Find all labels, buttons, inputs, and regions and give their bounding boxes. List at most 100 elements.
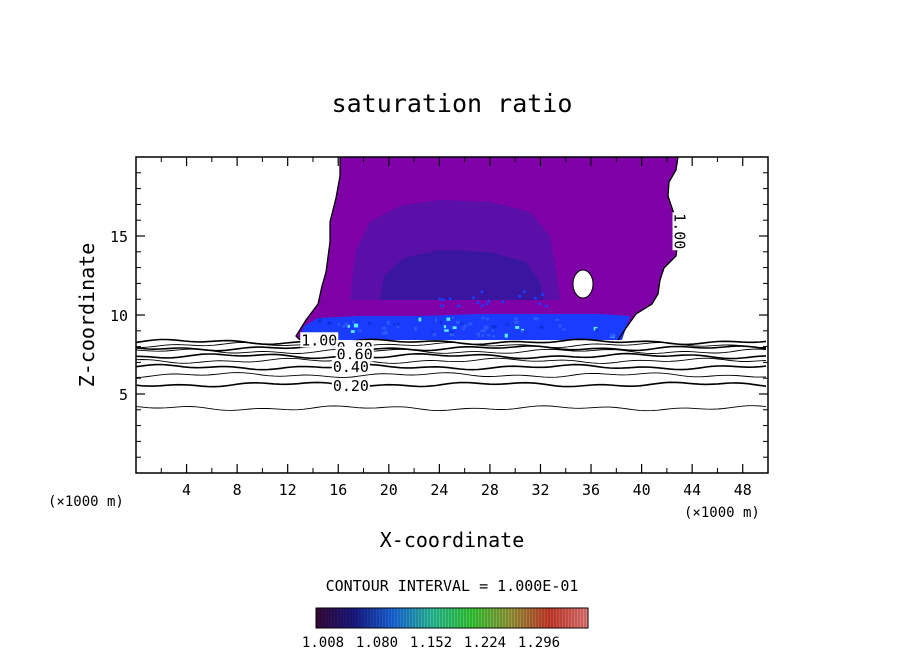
speckle [515,326,520,329]
speckle [505,323,510,326]
speckle [480,290,484,294]
speckle [538,302,542,306]
contour-line-0-5 [136,357,767,364]
speckle [449,330,455,335]
colorbar-tick-label: 1.008 [302,635,344,651]
contour-interval-note: CONTOUR INTERVAL = 1.000E-01 [326,577,579,595]
speckle [522,290,526,294]
speckle [444,329,449,332]
colorbar: 1.008 1.080 1.152 1.224 1.296 [302,607,589,651]
speckle [481,334,485,337]
colorbar-tick-label: 1.080 [356,635,398,651]
x-tick-label: 28 [481,481,499,499]
speckle [457,304,461,308]
speckle [383,330,388,335]
speckle [396,322,400,326]
speckle [463,324,468,328]
speckle [452,326,457,330]
speckle [452,316,455,319]
speckle [480,329,486,333]
speckle [440,320,443,324]
y-tick-label: 10 [110,307,128,325]
speckle [468,322,473,326]
contour-label-bg [300,332,339,348]
contour-label-bg [331,359,370,375]
speckle [504,333,508,338]
speckle [352,320,355,324]
speckle [446,317,451,321]
speckle [544,304,548,308]
speckle [347,324,350,328]
contour-lines [136,338,767,412]
speckle [432,332,436,337]
speckle [477,334,480,338]
speckle [476,301,480,305]
speckle [518,294,522,298]
speckle [319,318,322,322]
y-tick-label: 15 [110,228,128,246]
speckle [492,335,496,338]
colorbar-tick-label: 1.296 [518,635,560,651]
contour-label-bg [331,378,370,394]
speckle [448,297,452,301]
speckle [513,317,518,320]
speckle [462,327,466,331]
speckle [609,333,614,338]
speckle [353,323,359,328]
speckle [486,334,491,337]
speckle [555,318,559,321]
contour-label: 1.00 [301,331,337,349]
speckle [342,325,346,328]
cloud-base-speckles [310,290,615,338]
speckle [396,325,400,329]
contour-line-1 [136,338,767,346]
speckle [483,325,489,330]
speckle [533,296,537,300]
speckle [393,323,396,326]
x-tick-label: 44 [683,481,701,499]
speckle [344,322,348,327]
speckle [381,332,384,335]
contour-line-hole [572,269,594,299]
x-tick-label: 24 [430,481,448,499]
contour-line-0-8 [136,344,767,352]
x-unit-label-right: (×1000 m) [684,505,760,521]
chart-title: saturation ratio [332,89,573,118]
speckle [491,329,494,333]
colorbar-tick-label: 1.224 [464,635,506,651]
speckle [455,320,461,325]
speckle [562,328,566,331]
x-tick-label: 48 [734,481,752,499]
speckle [435,318,438,322]
x-tick-label: 16 [329,481,347,499]
speckle [486,317,489,321]
speckle [327,321,332,325]
speckle [382,326,387,330]
speckle [471,296,475,300]
speckle [438,297,442,301]
y-axis-ticks: 5 10 15 [110,172,768,458]
speckle [558,324,562,328]
speckle [443,325,447,329]
contour-label: 1.00 [671,213,689,249]
y-tick-label: 5 [119,386,128,404]
contour-line-1-00-upper [295,157,679,341]
x-tick-label: 32 [531,481,549,499]
contour-line-0-7 [136,348,767,354]
speckle [337,323,341,326]
speckle [459,322,464,325]
contour-label-bg [335,346,374,362]
speckle [492,325,497,328]
contour-line-0-6 [136,352,767,360]
contour-label: 0.60 [337,346,373,364]
contour-line-0-4 [136,363,767,371]
speckle [317,319,322,323]
contour-line-0-2 [136,381,767,388]
colorbar-gradient [315,607,589,629]
speckle [481,316,485,320]
speckle [386,320,390,325]
x-tick-label: 12 [279,481,297,499]
speckle [513,320,519,324]
